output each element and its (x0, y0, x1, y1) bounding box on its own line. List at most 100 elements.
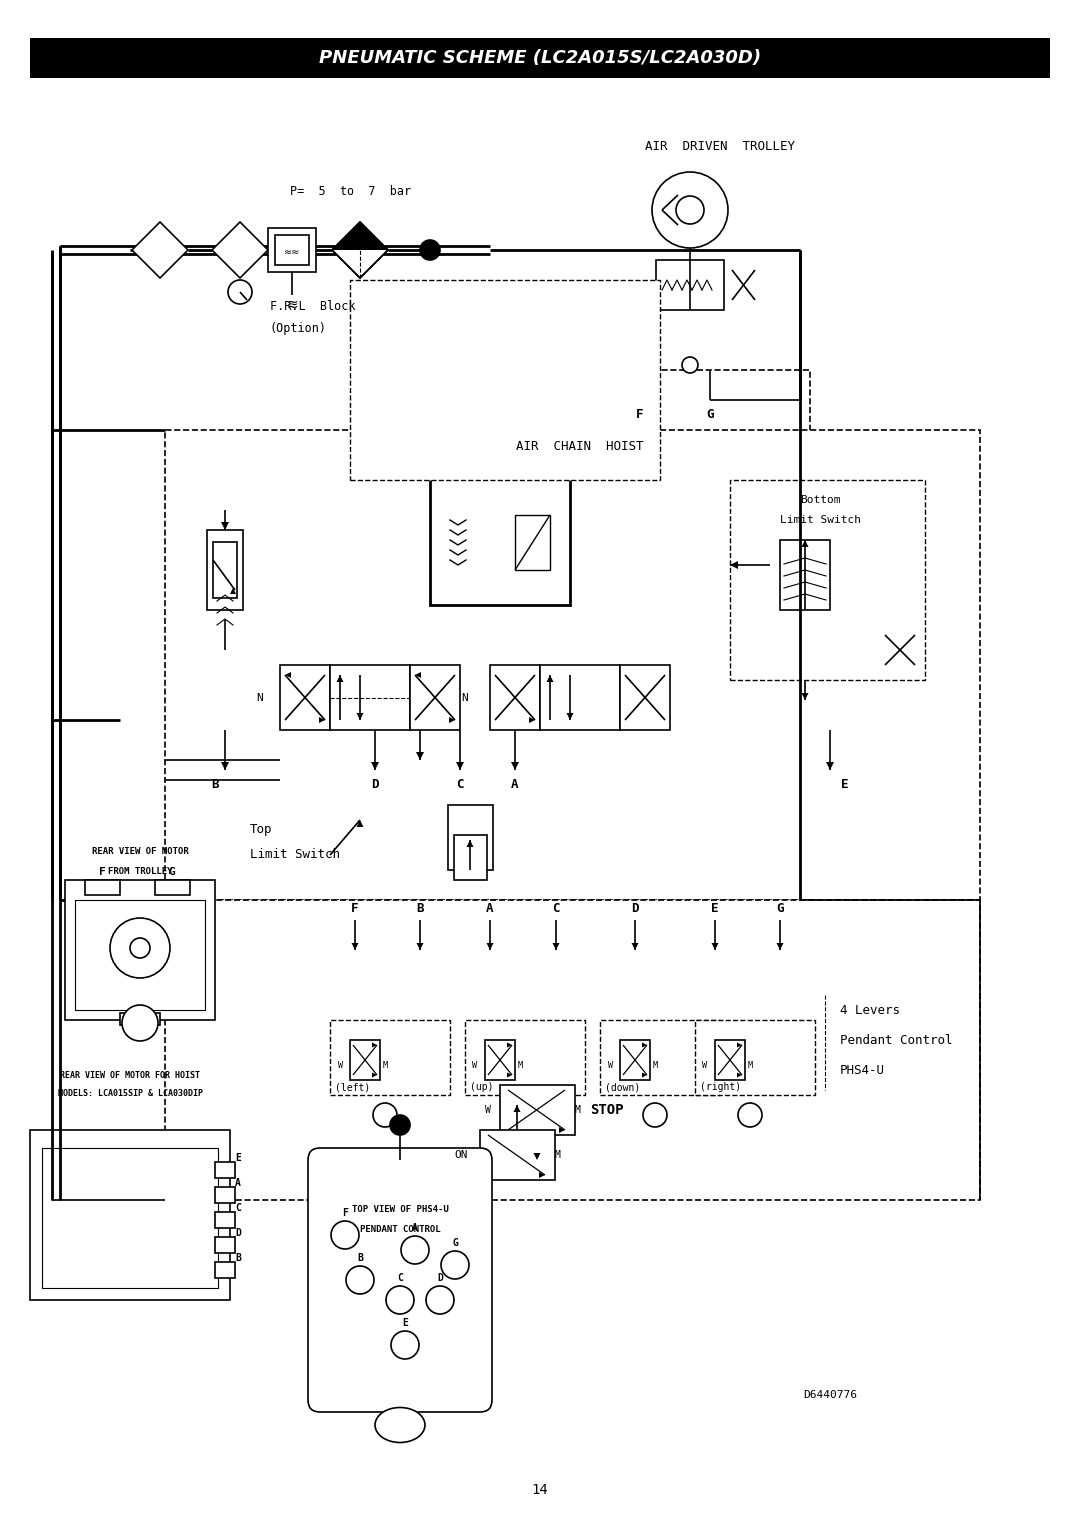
Polygon shape (826, 762, 834, 770)
Bar (620, 1040, 650, 1080)
Text: E: E (841, 779, 849, 791)
Text: C: C (397, 1274, 403, 1283)
Text: D: D (437, 1274, 443, 1283)
Polygon shape (221, 522, 229, 530)
Text: C: C (235, 1203, 241, 1212)
Bar (215, 1212, 235, 1228)
Circle shape (426, 1286, 454, 1315)
Circle shape (390, 1115, 410, 1135)
Bar (65, 880, 215, 1020)
Text: D6440776: D6440776 (804, 1390, 858, 1400)
Bar (85, 880, 120, 895)
Polygon shape (230, 588, 237, 594)
Text: B: B (235, 1254, 241, 1263)
Bar (75, 899, 205, 1009)
Bar (42, 1148, 218, 1287)
Text: B: B (212, 779, 219, 791)
Circle shape (676, 195, 704, 224)
Polygon shape (801, 693, 809, 699)
Text: W: W (607, 1060, 612, 1069)
Polygon shape (642, 1072, 647, 1078)
Bar (620, 664, 670, 730)
Circle shape (346, 1266, 374, 1293)
Text: M: M (382, 1060, 388, 1069)
Text: F: F (342, 1208, 348, 1219)
Bar (620, 370, 810, 550)
Text: G: G (168, 867, 175, 876)
Text: (right): (right) (700, 1083, 741, 1092)
Text: A: A (511, 779, 518, 791)
Polygon shape (513, 1106, 521, 1112)
Bar (540, 664, 620, 730)
Text: P=  5  to  7  bar: P= 5 to 7 bar (291, 185, 411, 199)
Text: F: F (98, 867, 106, 876)
Bar (215, 1261, 235, 1278)
Polygon shape (642, 1043, 647, 1048)
Text: PHS4-U: PHS4-U (840, 1063, 885, 1077)
Bar (485, 1040, 515, 1080)
Circle shape (435, 475, 565, 605)
Circle shape (480, 521, 519, 560)
Text: STOP: STOP (590, 1102, 623, 1116)
Polygon shape (534, 1153, 540, 1161)
Polygon shape (567, 713, 573, 721)
Bar (656, 260, 724, 310)
Bar (165, 431, 980, 899)
Polygon shape (559, 1127, 565, 1133)
Text: W: W (485, 1106, 491, 1115)
Text: A: A (413, 1223, 418, 1232)
Text: (up): (up) (470, 1083, 494, 1092)
Circle shape (391, 1332, 419, 1359)
Polygon shape (132, 221, 188, 278)
Text: G: G (777, 901, 784, 915)
Text: Bottom: Bottom (800, 495, 840, 505)
Polygon shape (456, 762, 464, 770)
Bar (454, 835, 487, 880)
Text: TOP VIEW OF PHS4-U: TOP VIEW OF PHS4-U (352, 1205, 448, 1214)
Circle shape (681, 357, 698, 373)
Bar (30, 1130, 230, 1299)
Text: D: D (235, 1228, 241, 1238)
Text: C: C (552, 901, 559, 915)
Text: (down): (down) (605, 1083, 640, 1092)
Text: M: M (517, 1060, 523, 1069)
Polygon shape (801, 541, 809, 547)
Text: A: A (486, 901, 494, 915)
Text: 4 Levers: 4 Levers (840, 1003, 900, 1017)
Bar (215, 1162, 235, 1177)
Circle shape (122, 1005, 158, 1041)
Bar (490, 664, 540, 730)
Text: ≈≈: ≈≈ (284, 247, 300, 257)
Text: M: M (555, 1150, 561, 1161)
Bar (515, 515, 550, 570)
Bar (268, 228, 316, 272)
Polygon shape (737, 1072, 742, 1078)
Bar (330, 664, 410, 730)
Bar (165, 899, 980, 1200)
Bar (156, 880, 190, 895)
Text: E: E (235, 1153, 241, 1164)
Polygon shape (351, 944, 359, 950)
Polygon shape (529, 718, 535, 722)
Bar (280, 664, 330, 730)
Circle shape (130, 938, 150, 957)
Text: (left): (left) (335, 1083, 370, 1092)
Bar (350, 279, 660, 479)
Bar (215, 1237, 235, 1254)
Text: PENDANT CONTROL: PENDANT CONTROL (360, 1226, 441, 1234)
Polygon shape (730, 560, 738, 570)
Text: W: W (473, 1060, 477, 1069)
Polygon shape (712, 944, 718, 950)
Bar (500, 1086, 575, 1135)
Polygon shape (539, 1173, 545, 1177)
Bar (215, 1186, 235, 1203)
Bar (715, 1040, 745, 1080)
Polygon shape (372, 762, 379, 770)
Polygon shape (507, 1043, 512, 1048)
Text: F: F (636, 409, 644, 421)
Polygon shape (415, 672, 421, 678)
Text: Limit Switch: Limit Switch (780, 515, 861, 525)
Bar (430, 475, 570, 605)
Polygon shape (486, 944, 494, 950)
Polygon shape (285, 672, 291, 678)
